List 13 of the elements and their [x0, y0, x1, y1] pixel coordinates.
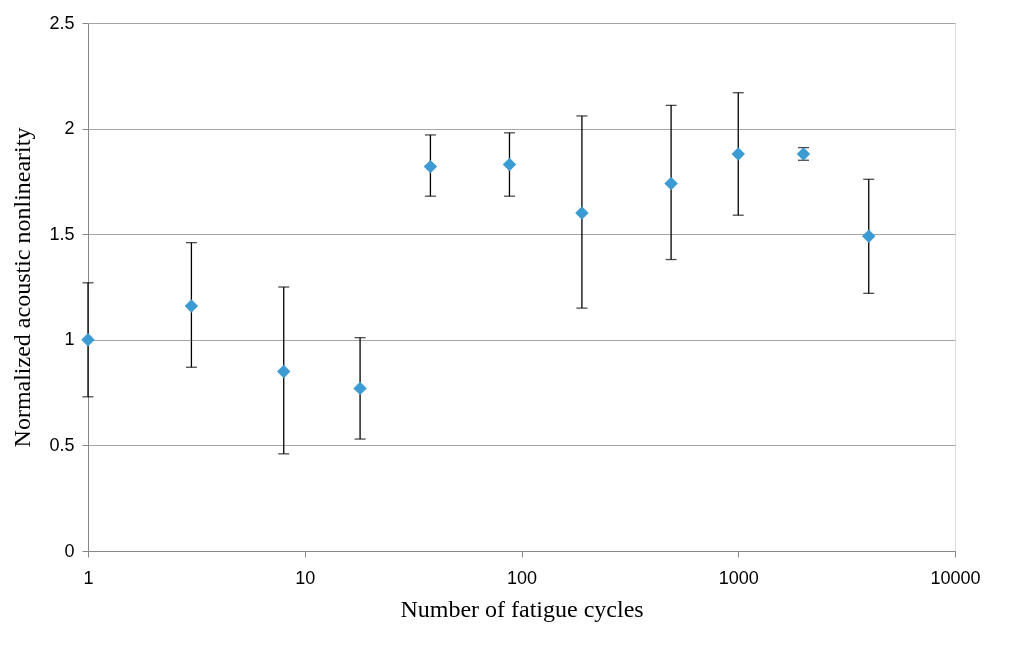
y-axis-title: Normalized acoustic nonlinearity [9, 127, 36, 448]
y-tick-label: 1.5 [49, 223, 75, 244]
y-tick-label: 0.5 [49, 434, 75, 455]
x-tick-label: 10000 [930, 567, 981, 588]
x-axis-title: Number of fatigue cycles [400, 595, 644, 622]
y-tick-label: 2 [64, 118, 75, 139]
y-tick-label: 2.5 [49, 12, 75, 33]
x-tick-label: 1000 [718, 567, 759, 588]
y-tick-label: 0 [64, 540, 75, 561]
x-tick-label: 1 [83, 567, 94, 588]
y-tick-label: 1 [64, 329, 75, 350]
x-tick-label: 100 [506, 567, 538, 588]
x-tick-label: 10 [295, 567, 316, 588]
